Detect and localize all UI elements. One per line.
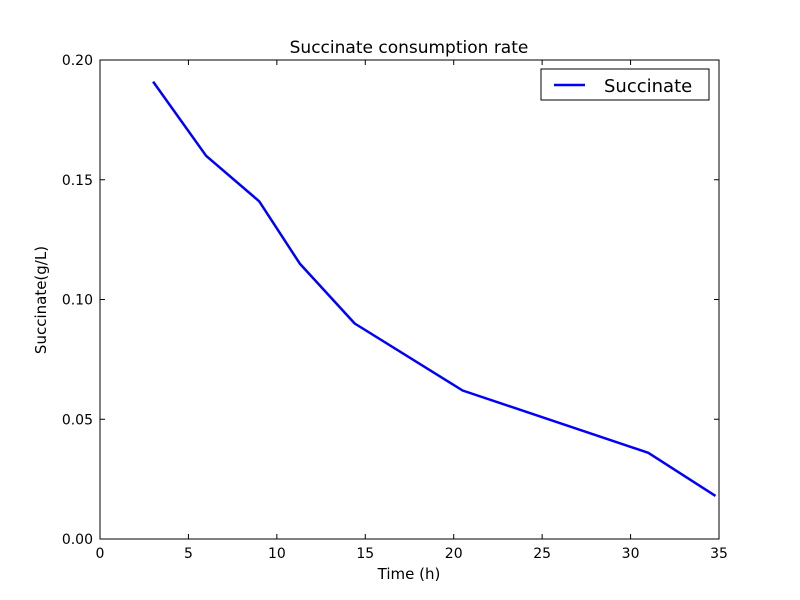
- chart-title: Succinate consumption rate: [290, 38, 529, 58]
- x-tick-label: 5: [184, 546, 193, 562]
- x-tick-label: 30: [622, 546, 640, 562]
- x-tick-label: 35: [710, 546, 728, 562]
- y-tick-label: 0.05: [62, 412, 93, 428]
- plot-frame: [99, 59, 720, 540]
- series-layer: [152, 80, 717, 497]
- legend: Succinate: [540, 68, 710, 101]
- y-tick-label: 0.10: [62, 293, 93, 309]
- x-tick-label: 10: [268, 546, 286, 562]
- legend-label: Succinate: [604, 76, 692, 97]
- x-axis-label: Time (h): [377, 565, 441, 583]
- y-tick-label: 0.00: [62, 532, 93, 548]
- y-tick-label: 0.15: [62, 173, 93, 189]
- x-tick-label: 25: [533, 546, 551, 562]
- x-tick-label: 0: [96, 546, 105, 562]
- x-tick-label: 15: [356, 546, 374, 562]
- y-axis-label: Succinate(g/L): [32, 246, 50, 354]
- x-tick-label: 20: [445, 546, 463, 562]
- series-line-succinate: [152, 80, 717, 497]
- y-tick-label: 0.20: [62, 53, 93, 69]
- axis-ticks: 0 5 10 15 20 25 30 35 0.00 0.05 0.10 0.15 0.20: [62, 53, 728, 562]
